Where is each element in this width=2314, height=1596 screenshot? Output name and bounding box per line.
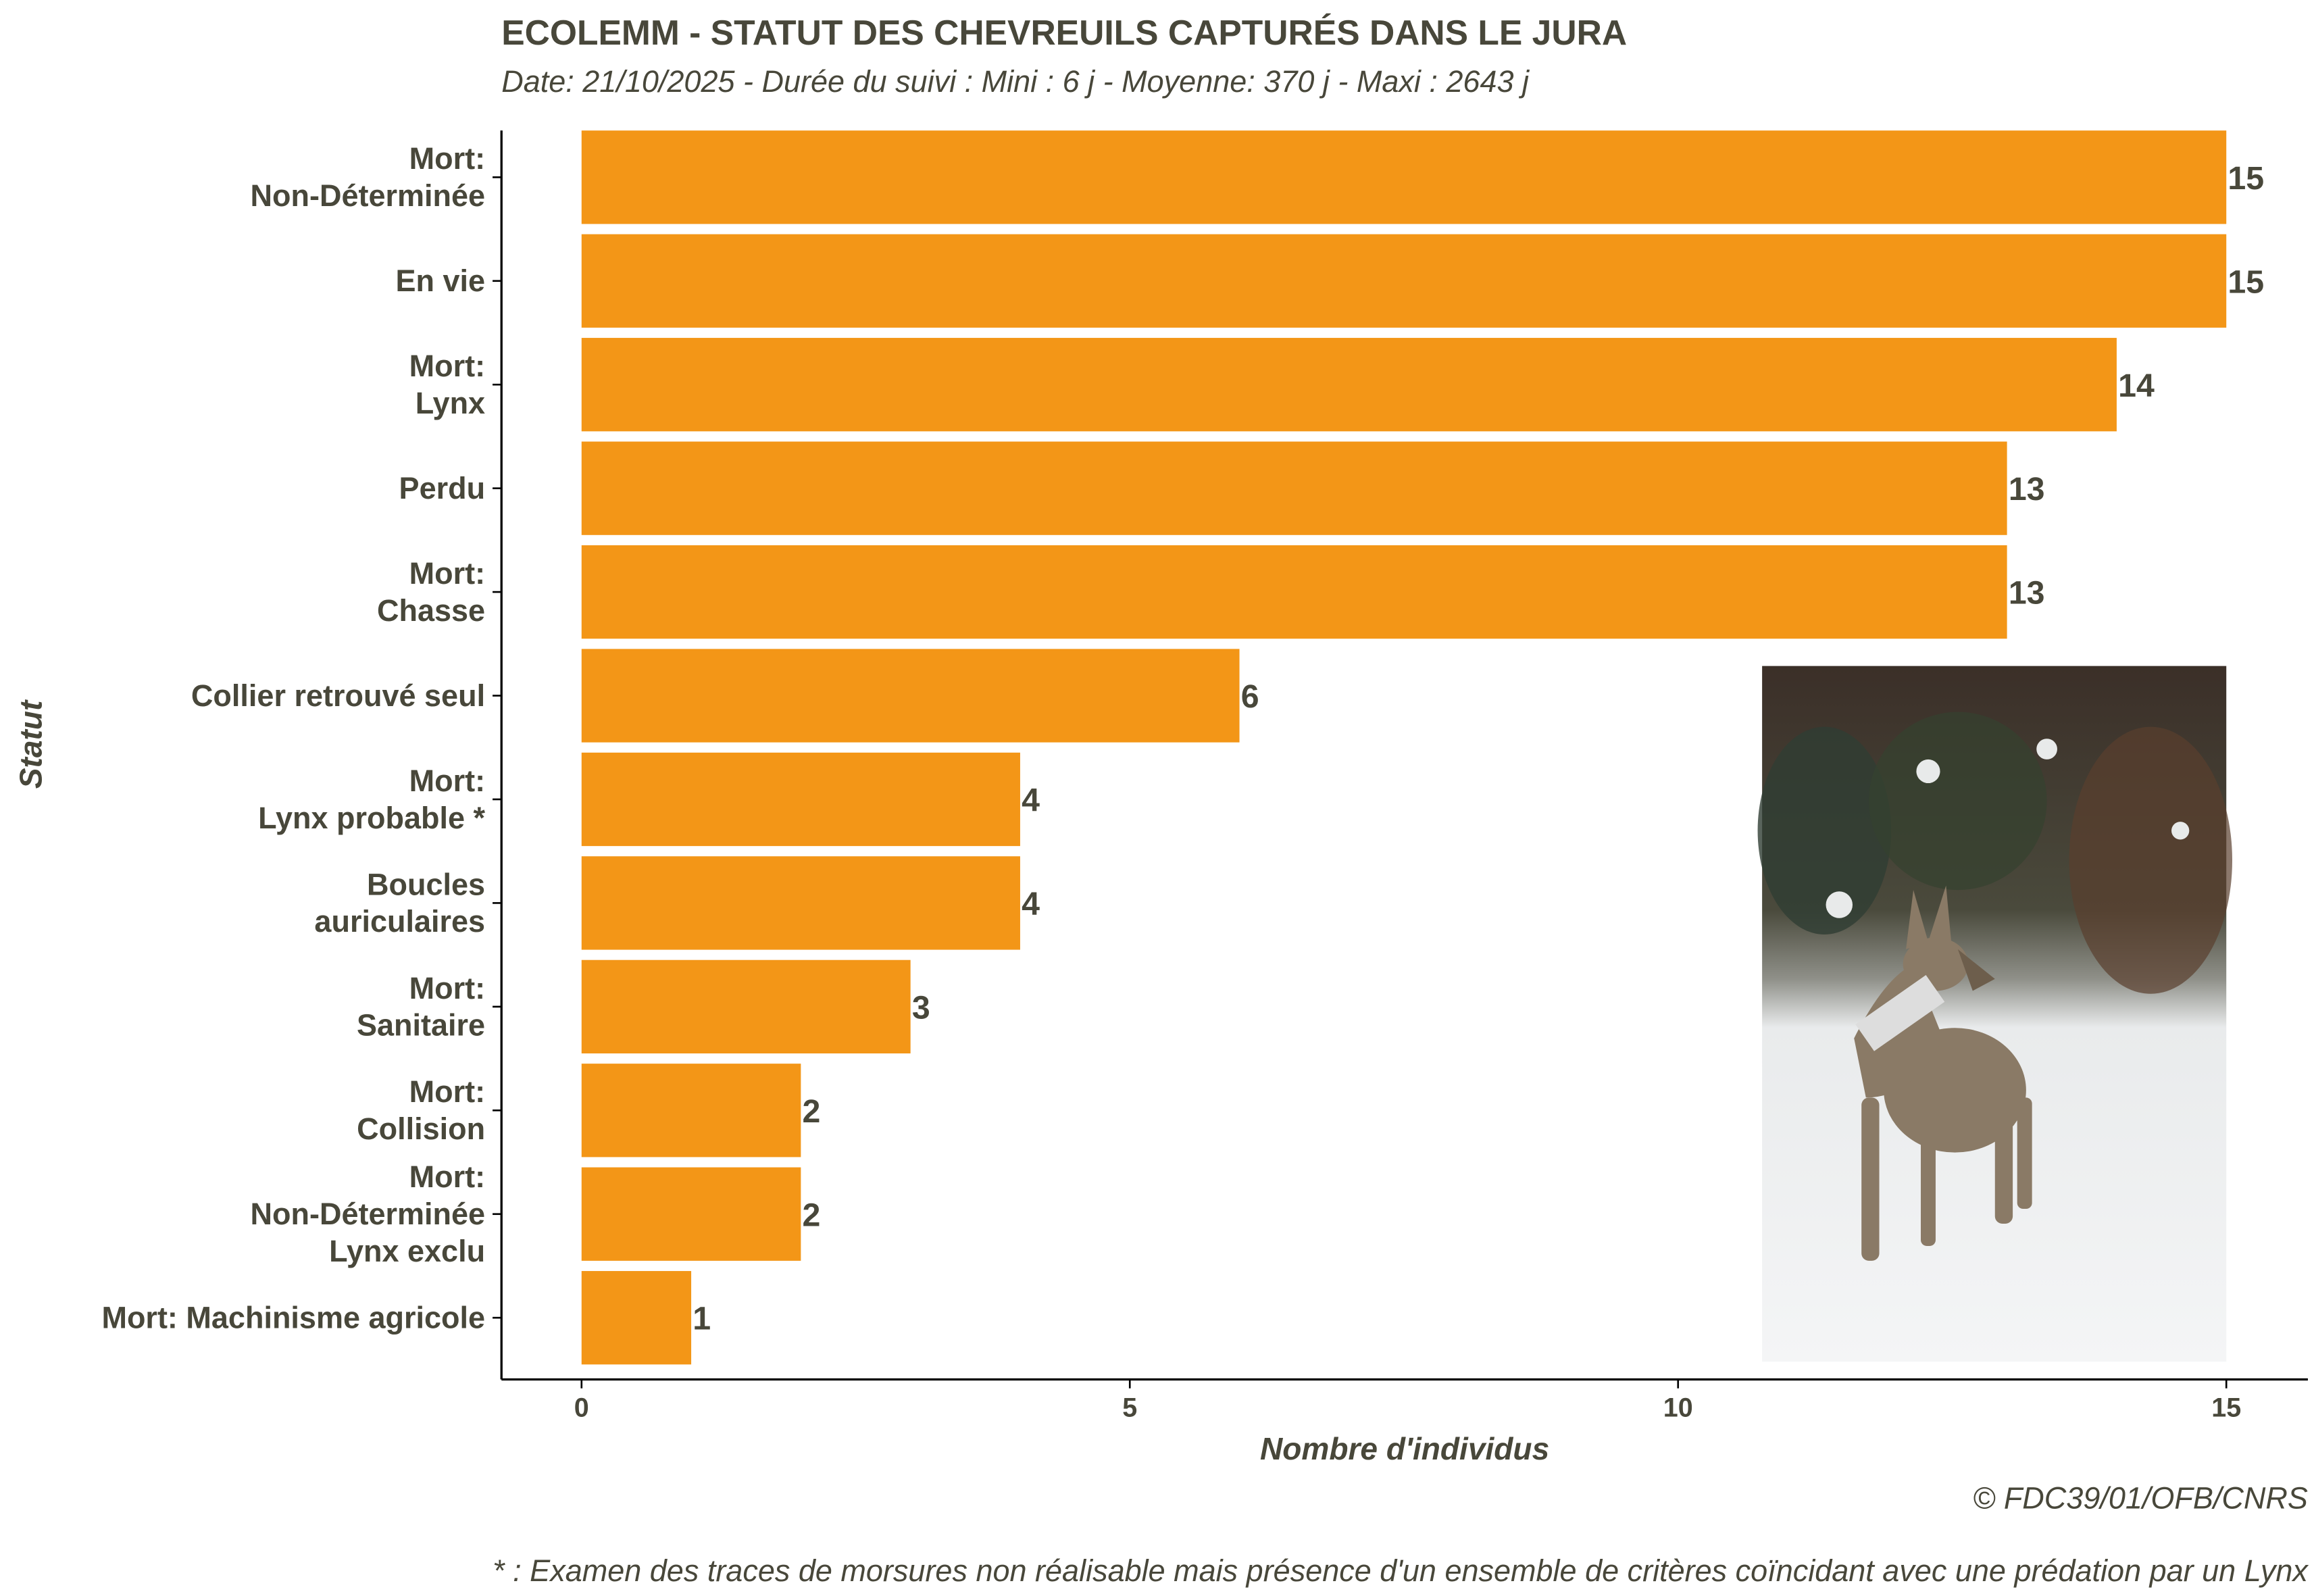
y-tick-label: En vie — [396, 264, 486, 298]
bar-value-label: 2 — [803, 1197, 821, 1233]
bar — [581, 130, 2227, 224]
caption-footnote: * : Examen des traces de morsures non ré… — [493, 1553, 2309, 1588]
bar — [581, 1167, 801, 1261]
bar-value-label: 15 — [2228, 160, 2264, 197]
bars-group: 15 15 14 13 13 6 4 4 3 2 2 1 — [581, 130, 2264, 1365]
x-tick-label: 5 — [1122, 1393, 1137, 1422]
x-tick-label: 10 — [1663, 1393, 1693, 1422]
x-tick-label: 0 — [574, 1393, 589, 1422]
y-tick-label: Perdu — [399, 471, 486, 505]
bar-value-label: 4 — [1022, 886, 1040, 922]
y-tick-label-line: Lynx exclu — [329, 1234, 485, 1268]
chart-subtitle: Date: 21/10/2025 - Durée du suivi : Mini… — [501, 64, 1530, 99]
bar-value-label: 13 — [2009, 471, 2045, 507]
bar — [581, 959, 911, 1054]
y-tick-label-line: Mort: Machinisme agricole — [101, 1301, 485, 1335]
y-tick-label-line: Mort: — [409, 556, 485, 591]
y-tick-label: Boucles auriculaires — [314, 867, 485, 939]
roe-deer-illustration — [1854, 885, 2032, 1261]
y-tick-label-line: Perdu — [399, 471, 486, 505]
bar — [581, 856, 1020, 950]
y-tick-label-line: Sanitaire — [357, 1008, 485, 1043]
y-tick-label-line: Collision — [357, 1112, 485, 1146]
y-tick-label: Mort: Collision — [357, 1074, 485, 1146]
deer-photo — [1757, 666, 2232, 1362]
y-tick-label-line: Mort: — [409, 1159, 485, 1194]
y-tick-label-line: Lynx — [416, 386, 485, 420]
x-axis-label: Nombre d'individus — [1260, 1431, 1549, 1466]
bar-value-label: 1 — [693, 1301, 711, 1337]
y-tick-label: Mort: Lynx — [409, 349, 485, 420]
bar-value-label: 2 — [803, 1093, 821, 1130]
x-tick-label: 15 — [2211, 1393, 2241, 1422]
bar — [581, 441, 2007, 535]
y-tick-label: Collier retrouvé seul — [191, 678, 485, 713]
bar — [581, 338, 2117, 432]
chart-title: ECOLEMM - STATUT DES CHEVREUILS CAPTURÉS… — [501, 13, 1627, 52]
y-tick-label: Mort: Lynx probable * — [258, 764, 485, 835]
y-axis-label: Statut — [14, 699, 49, 789]
y-tick-label: Mort: Sanitaire — [357, 971, 485, 1043]
y-tick-label-line: Chasse — [377, 593, 485, 628]
bar — [581, 649, 1240, 743]
y-tick-label: Mort: Machinisme agricole — [101, 1301, 485, 1335]
bar — [581, 234, 2227, 328]
y-tick-label-line: Non-Déterminée — [251, 1197, 486, 1231]
bar-value-label: 6 — [1241, 678, 1259, 715]
y-tick-label-line: Mort: — [409, 764, 485, 798]
y-tick-label-line: En vie — [396, 264, 486, 298]
bar — [581, 752, 1020, 847]
y-tick-label: Mort: Non-Déterminée — [251, 141, 486, 213]
bar-value-label: 4 — [1022, 782, 1040, 819]
y-tick-label-line: Mort: — [409, 971, 485, 1005]
bar — [581, 1271, 692, 1365]
y-tick-label-line: Boucles — [367, 867, 485, 901]
y-tick-label: Mort: Chasse — [377, 556, 485, 628]
y-tick-label: Mort: Non-Déterminée Lynx exclu — [251, 1159, 486, 1268]
y-tick-label-line: Lynx probable * — [258, 801, 485, 835]
y-tick-label-line: Collier retrouvé seul — [191, 678, 485, 713]
bar — [581, 545, 2007, 639]
y-tick-label-line: Mort: — [409, 141, 485, 176]
y-tick-label-line: Mort: — [409, 349, 485, 383]
bar-value-label: 13 — [2009, 575, 2045, 612]
bar-value-label: 14 — [2118, 368, 2155, 404]
caption-credit: © FDC39/01/OFB/CNRS — [1973, 1480, 2308, 1515]
y-tick-label-line: auriculaires — [314, 904, 485, 939]
y-tick-label-line: Non-Déterminée — [251, 178, 486, 213]
x-ticks: 0 5 10 15 — [574, 1379, 2241, 1422]
bar — [581, 1064, 801, 1157]
bar-value-label: 3 — [912, 989, 930, 1026]
y-tick-label-line: Mort: — [409, 1074, 485, 1109]
bar-value-label: 15 — [2228, 264, 2264, 300]
